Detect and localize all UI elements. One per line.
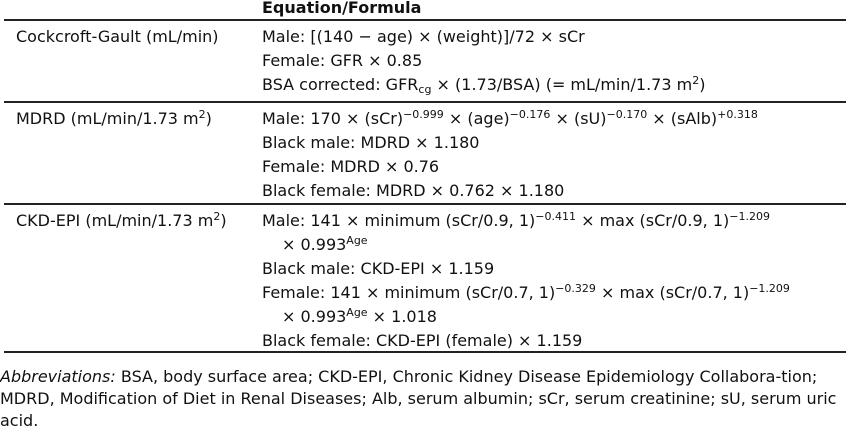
row-label: CKD-EPI (mL/min/1.73 m2) xyxy=(16,210,227,230)
equations-table: Equation/Formula Cockcroft-Gault (mL/min… xyxy=(4,0,846,353)
table-row-cockcroft-gault: Cockcroft-Gault (mL/min) Male: [(140 − a… xyxy=(4,21,846,103)
table-header: Equation/Formula xyxy=(4,0,846,21)
equation-line: Black male: CKD-EPI × 1.159 xyxy=(262,259,495,278)
equation-line: Female: MDRD × 0.76 xyxy=(262,157,440,176)
equation-line: Black male: MDRD × 1.180 xyxy=(262,133,480,152)
row-equations: Male: [(140 − age) × (weight)]/72 × sCr … xyxy=(262,25,846,101)
abbreviations-footnote: Abbreviations: BSA, body surface area; C… xyxy=(0,366,848,432)
equation-line: Black female: CKD-EPI (female) × 1.159 xyxy=(262,331,583,350)
equation-line-continued: × 0.993Age × 1.018 xyxy=(282,306,437,326)
table-row-ckd-epi: CKD-EPI (mL/min/1.73 m2) Male: 141 × min… xyxy=(4,205,846,353)
equation-line-continued: × 0.993Age xyxy=(282,234,368,254)
row-equations: Male: 141 × minimum (sCr/0.9, 1)−0.411 ×… xyxy=(262,209,846,353)
equation-line: Black female: MDRD × 0.762 × 1.180 xyxy=(262,181,565,200)
equation-line: Female: 141 × minimum (sCr/0.7, 1)−0.329… xyxy=(262,282,790,302)
row-equations: Male: 170 × (sCr)−0.999 × (age)−0.176 × … xyxy=(262,107,846,203)
header-equation-formula: Equation/Formula xyxy=(262,0,422,17)
footnote-label: Abbreviations: xyxy=(0,367,116,386)
row-label: Cockcroft-Gault (mL/min) xyxy=(16,27,219,46)
equation-line: Male: 141 × minimum (sCr/0.9, 1)−0.411 ×… xyxy=(262,210,770,230)
table-row-mdrd: MDRD (mL/min/1.73 m2) Male: 170 × (sCr)−… xyxy=(4,103,846,205)
equation-line: Male: 170 × (sCr)−0.999 × (age)−0.176 × … xyxy=(262,108,758,128)
equation-line: Male: [(140 − age) × (weight)]/72 × sCr xyxy=(262,27,585,46)
footnote-text: BSA, body surface area; CKD-EPI, Chronic… xyxy=(0,367,837,430)
row-label: MDRD (mL/min/1.73 m2) xyxy=(16,108,212,128)
equation-line: BSA corrected: GFRcg × (1.73/BSA) (= mL/… xyxy=(262,74,706,96)
equation-line: Female: GFR × 0.85 xyxy=(262,51,423,70)
